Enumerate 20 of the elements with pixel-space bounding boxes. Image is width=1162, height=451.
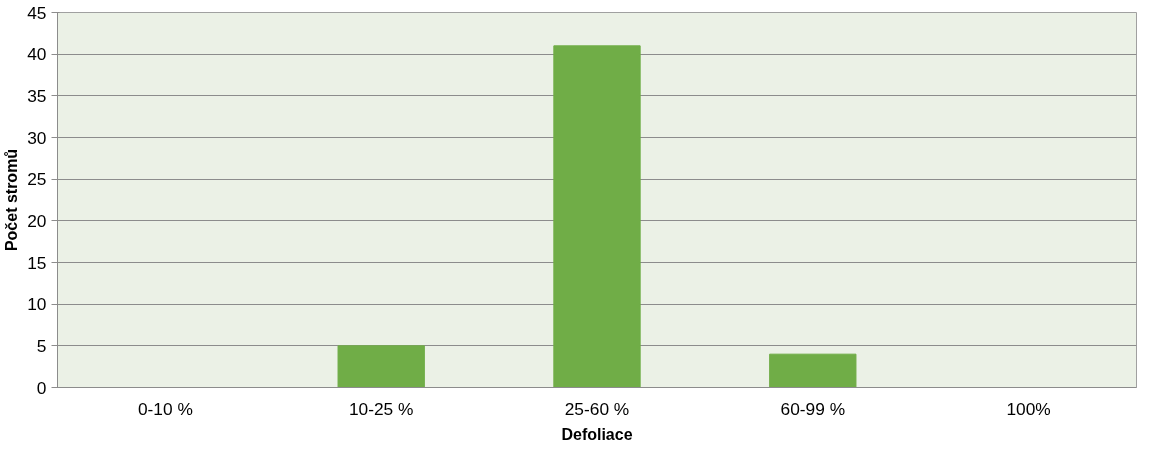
x-tick-label: 0-10 % [137, 398, 193, 419]
x-axis-title: Defoliace [561, 425, 633, 443]
x-tick-label: 25-60 % [564, 398, 630, 419]
y-tick-label: 40 [27, 44, 47, 65]
y-tick-label: 0 [36, 377, 47, 398]
y-tick-label: 20 [27, 210, 47, 231]
bar [553, 45, 641, 388]
y-axis-title: Počet stromů [3, 148, 21, 252]
y-tick-label: 30 [27, 127, 47, 148]
y-tick-label: 10 [27, 294, 47, 315]
x-tick-label: 10-25 % [348, 398, 414, 419]
y-tick-label: 45 [27, 2, 47, 23]
bar [769, 353, 857, 388]
y-tick-label: 25 [27, 169, 47, 190]
x-tick-label: 100% [1006, 398, 1051, 419]
x-tick-label: 60-99 % [780, 398, 846, 419]
y-tick-label: 15 [27, 252, 47, 273]
y-tick-label: 35 [27, 85, 47, 106]
bar [337, 345, 425, 388]
y-tick-label: 5 [36, 335, 47, 356]
